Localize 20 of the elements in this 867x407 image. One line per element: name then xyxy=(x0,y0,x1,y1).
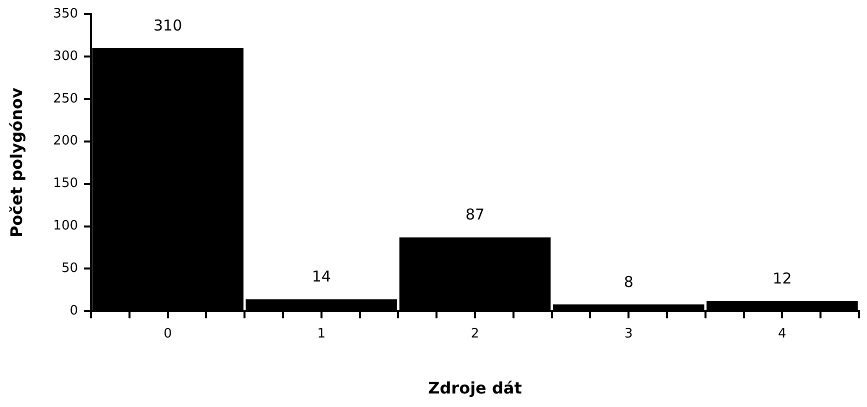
data-label: 8 xyxy=(624,272,634,291)
data-label: 14 xyxy=(312,268,331,286)
y-tick-label: 0 xyxy=(70,304,78,319)
data-label: 310 xyxy=(153,16,182,34)
x-tick-label: 4 xyxy=(778,326,786,342)
y-axis-title: Počet polygónov xyxy=(6,87,26,238)
y-tick-label: 300 xyxy=(53,48,78,64)
data-label: 87 xyxy=(465,206,485,224)
y-tick-label: 350 xyxy=(53,6,78,22)
y-tick-label: 250 xyxy=(53,91,78,106)
y-tick-label: 200 xyxy=(53,134,78,149)
data-label: 12 xyxy=(772,269,792,288)
x-tick-label: 2 xyxy=(470,326,480,342)
y-tick-label: 100 xyxy=(53,218,78,234)
x-axis-title: Zdroje dát xyxy=(428,378,522,398)
y-tick-label: 50 xyxy=(61,261,78,276)
x-tick-label: 0 xyxy=(164,326,172,342)
y-tick-label: 150 xyxy=(53,176,78,192)
x-tick-label: 1 xyxy=(317,326,326,342)
x-tick-label: 3 xyxy=(624,326,633,342)
